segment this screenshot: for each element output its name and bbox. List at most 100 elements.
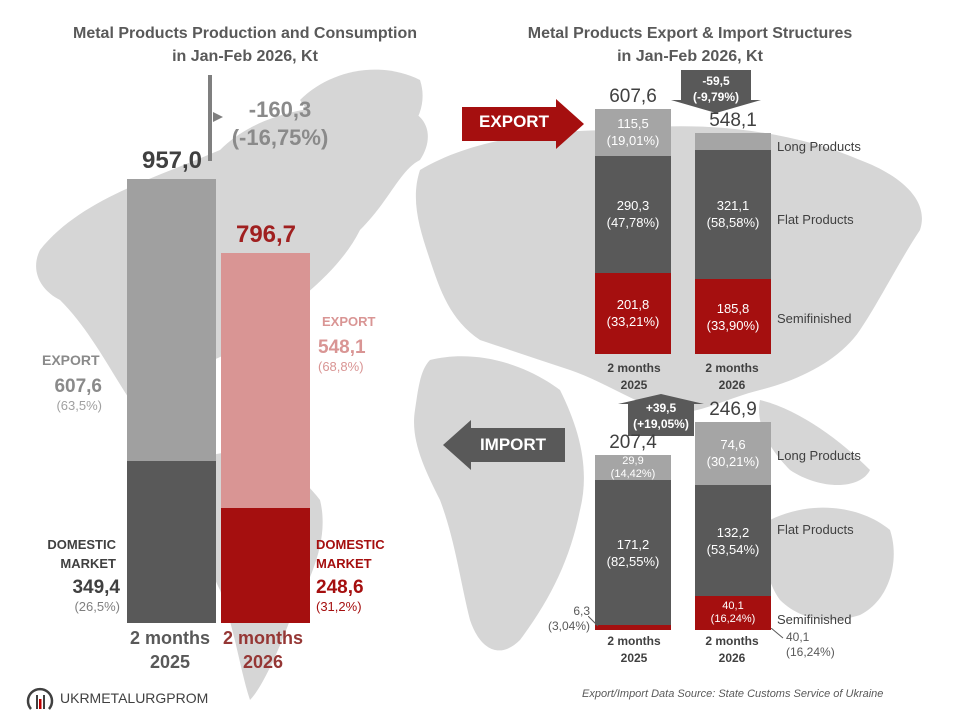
export-category-2026: 2 months 2026	[692, 360, 772, 394]
import-bar-flat-2026	[695, 484, 771, 597]
left-change-label: -160,3 (-16,75%)	[225, 96, 335, 152]
map-southeast-asia	[759, 400, 870, 485]
left-change-value: -160,3	[248, 97, 312, 122]
export-category-2025: 2 months 2025	[594, 360, 674, 394]
domestic-2025-pct: (26,5%)	[74, 599, 120, 614]
import-category-2025: 2 months 2025	[594, 633, 674, 667]
segment-value: 321,1	[716, 198, 750, 214]
segment-value: 201,8	[616, 297, 650, 313]
left-change-pct: (-16,75%)	[231, 125, 329, 150]
export-arrow-shape	[462, 99, 584, 149]
export-label-flat-2025: 290,3 (47,78%)	[595, 197, 671, 231]
left-cat-2026-l2: 2026	[242, 652, 284, 672]
export-label-long-2025: 115,5 (19,01%)	[595, 115, 671, 149]
import-cat-2026-l2: 2026	[718, 651, 746, 665]
export-label-semifinished-2025: 201,8 (33,21%)	[595, 296, 671, 330]
export-label-flat-2026: 321,1 (58,58%)	[695, 197, 771, 231]
change-indicator-line	[208, 75, 212, 161]
total-label-2026: 796,7	[235, 221, 297, 249]
right-chart-title: Metal Products Export & Import Structure…	[490, 22, 890, 68]
import-bar-long-2025	[595, 455, 671, 481]
segment-value: 132,2	[716, 524, 750, 540]
segment-pct: (53,54%)	[706, 541, 760, 557]
import-cat-2025-l1: 2 months	[607, 634, 661, 648]
domestic-2025-value: 349,4	[72, 577, 120, 598]
import-delta-arrow-icon	[618, 394, 704, 436]
ukrmetalurgprom-logo-icon	[26, 687, 54, 710]
export-delta-arrow-shape	[671, 70, 761, 113]
import-category-2026: 2 months 2026	[692, 633, 772, 667]
import-arrow-icon	[443, 420, 565, 470]
import-legend-flat: Flat Products	[777, 522, 854, 537]
left-chart-title: Metal Products Production and Consumptio…	[40, 22, 450, 68]
left-category-2026: 2 months 2026	[198, 626, 328, 674]
import-label-flat-2026: 132,2 (53,54%)	[695, 524, 771, 558]
export-total-2026: 548,1	[709, 109, 757, 131]
export-2025-value: 607,6	[54, 376, 102, 397]
import-delta-value: +39,5	[645, 401, 677, 415]
bar-domestic-2026	[221, 507, 310, 623]
export-2026-value: 548,1	[318, 337, 366, 358]
export-delta-value: -59,5	[702, 74, 730, 88]
segment-pct: (19,01%)	[606, 133, 660, 149]
export-cat-2025-l2: 2025	[620, 378, 648, 392]
export-label-semifinished-2026: 185,8 (33,90%)	[695, 300, 771, 334]
export-cat-2026-l1: 2 months	[705, 361, 759, 375]
export-2025-title: EXPORT	[42, 352, 100, 368]
left-title-line2: in Jan-Feb 2026, Kt	[172, 48, 318, 65]
segment-value: 115,5	[617, 116, 649, 132]
domestic-2026-value: 248,6	[316, 577, 364, 598]
import-label-flat-2025: 171,2 (82,55%)	[595, 536, 671, 570]
left-category-2025: 2 months 2025	[105, 626, 235, 674]
import-semi-2026-pct: (16,24%)	[786, 645, 835, 659]
import-bar-long-2026	[695, 422, 771, 485]
left-cat-2025-l2: 2025	[149, 652, 191, 672]
export-total-2025: 607,6	[609, 86, 657, 107]
export-delta-label: -59,5 (-9,79%)	[681, 73, 751, 105]
import-label-long-2026: 74,6 (30,21%)	[695, 436, 771, 470]
export-bar-flat-2026	[695, 149, 771, 280]
import-label-semifinished-2026: 40,1 (16,24%)	[695, 600, 771, 626]
right-title-line2: in Jan-Feb 2026, Kt	[617, 48, 763, 65]
export-2025-pct: (63,5%)	[56, 398, 102, 413]
segment-pct: (58,58%)	[706, 215, 760, 231]
domestic-2026-pct: (31,2%)	[316, 599, 362, 614]
import-semi-2025-callout: 6,3 (3,04%)	[540, 604, 590, 634]
domestic-2025-title-l1: DOMESTIC	[47, 537, 116, 552]
import-bar-semifinished-2025	[595, 624, 671, 630]
import-semi-2025-value: 6,3	[573, 604, 590, 618]
left-title-line1: Metal Products Production and Consumptio…	[73, 25, 417, 42]
export-bar-long-2026	[695, 132, 771, 150]
export-bar-semifinished-2026	[695, 279, 771, 354]
bar-export-2026	[221, 253, 310, 508]
left-cat-2025-l1: 2 months	[129, 628, 210, 648]
export-cat-2025-l1: 2 months	[607, 361, 661, 375]
segment-value: 74,6	[720, 437, 746, 453]
domestic-2025-title-l2: MARKET	[60, 556, 116, 571]
domestic-2025-labels: DOMESTIC MARKET 349,4 (26,5%)	[20, 535, 120, 614]
segment-value: 171,2	[616, 536, 650, 552]
right-title-line1: Metal Products Export & Import Structure…	[527, 25, 853, 42]
import-semi-2026-value: 40,1	[786, 630, 810, 644]
import-delta-pct: (+19,05%)	[633, 417, 689, 431]
segment-value: 29,9	[622, 454, 644, 467]
ukrmetalurgprom-logo-text: UKRMETALURGPROM	[60, 690, 209, 706]
export-2026-pct: (68,8%)	[318, 359, 364, 374]
export-delta-pct: (-9,79%)	[692, 90, 739, 104]
segment-pct: (33,90%)	[706, 317, 760, 333]
change-arrow-icon	[213, 112, 223, 122]
segment-pct: (14,42%)	[610, 467, 656, 480]
import-arrow-label: IMPORT	[479, 435, 547, 454]
export-2025-labels: EXPORT 607,6 (63,5%)	[30, 352, 102, 413]
import-cat-2025-l2: 2025	[620, 651, 648, 665]
import-semi-2026-leader	[771, 628, 784, 639]
export-2026-labels: EXPORT 548,1 (68,8%)	[318, 314, 418, 374]
export-2026-title: EXPORT	[322, 314, 376, 329]
import-semi-2026-callout: 40,1 (16,24%)	[786, 630, 846, 660]
domestic-2026-labels: DOMESTIC MARKET 248,6 (31,2%)	[316, 535, 416, 614]
export-legend-flat: Flat Products	[777, 212, 854, 227]
import-bar-semifinished-2026	[695, 596, 771, 630]
left-cat-2026-l1: 2 months	[222, 628, 303, 648]
data-source-note: Export/Import Data Source: State Customs…	[582, 688, 884, 700]
import-bar-flat-2025	[595, 480, 671, 625]
